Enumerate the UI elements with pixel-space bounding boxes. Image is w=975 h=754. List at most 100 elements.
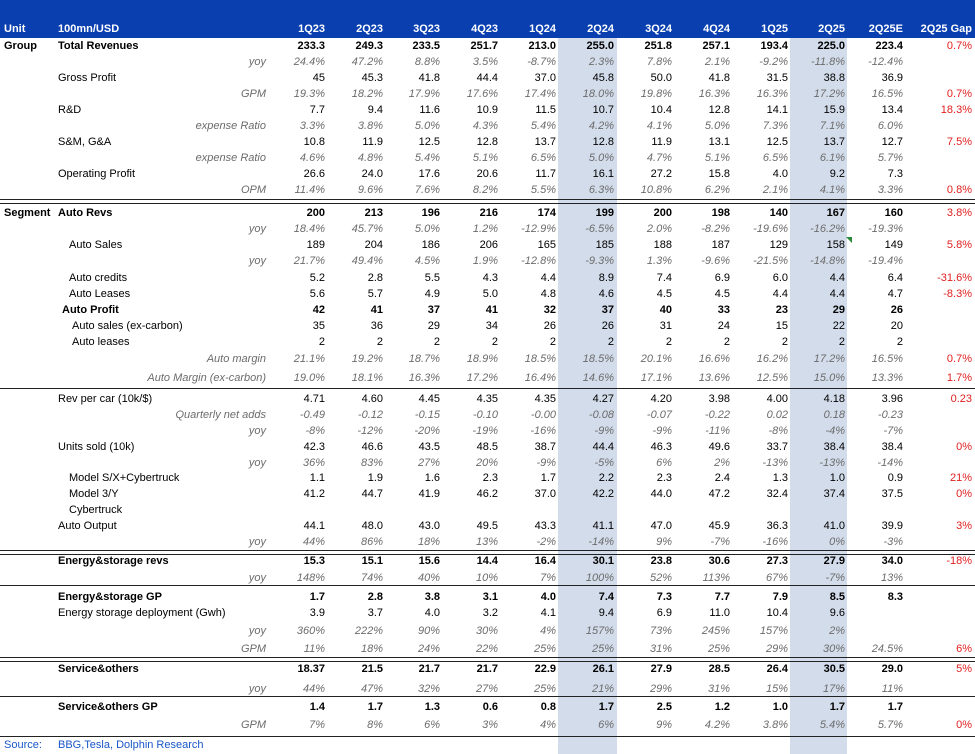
value-cell: 49.5 bbox=[476, 520, 498, 532]
value-cell: 9% bbox=[656, 536, 672, 548]
row-label: yoy bbox=[248, 425, 266, 437]
value-cell: 13.3% bbox=[871, 372, 903, 384]
value-cell: -5% bbox=[594, 457, 614, 469]
value-cell: -9.2% bbox=[759, 56, 788, 68]
value-cell: 7.3 bbox=[656, 591, 672, 603]
column-header: 2Q25 Gap bbox=[920, 23, 972, 35]
gap-cell bbox=[910, 423, 972, 439]
value-cell: 100% bbox=[585, 572, 614, 584]
value-cell: 1.0 bbox=[829, 472, 845, 484]
row-label: GPM bbox=[240, 643, 266, 655]
value-cell: 8% bbox=[367, 719, 383, 731]
value-cell: 1.0 bbox=[772, 701, 788, 713]
value-cell: 2.8 bbox=[367, 272, 383, 284]
value-cell: 4.9 bbox=[424, 288, 440, 300]
value-cell: -9% bbox=[594, 425, 614, 437]
value-cell: 4.6% bbox=[299, 152, 325, 164]
value-cell: 6.9 bbox=[656, 607, 672, 619]
value-cell: 43.5 bbox=[418, 441, 440, 453]
row-label: yoy bbox=[248, 56, 266, 68]
value-cell: 27.9 bbox=[823, 555, 845, 567]
value-cell: 31 bbox=[659, 320, 672, 332]
value-cell: -8% bbox=[305, 425, 325, 437]
value-cell: 149 bbox=[884, 239, 903, 251]
value-cell: 13.1 bbox=[708, 136, 730, 148]
value-cell: 37.5 bbox=[881, 488, 903, 500]
value-cell: 27.9 bbox=[650, 663, 672, 675]
value-cell: -11% bbox=[705, 425, 730, 437]
value-cell: 4.5% bbox=[414, 255, 440, 267]
value-cell: 9.6 bbox=[829, 607, 845, 619]
value-cell: 9.6% bbox=[357, 184, 383, 196]
value-cell: 86% bbox=[360, 536, 383, 548]
value-cell: -0.00 bbox=[530, 409, 556, 421]
value-cell: 20.1% bbox=[640, 353, 672, 365]
value-cell: 47.2% bbox=[351, 56, 383, 68]
value-cell: 129 bbox=[769, 239, 788, 251]
value-cell: 8.2% bbox=[472, 184, 498, 196]
value-cell: 37.4 bbox=[823, 488, 845, 500]
value-cell: 16.4% bbox=[524, 372, 556, 384]
value-cell: -12% bbox=[357, 425, 383, 437]
group-label: Segment bbox=[4, 207, 51, 219]
value-cell: 2 bbox=[781, 336, 788, 348]
value-cell: 4.00 bbox=[766, 393, 788, 405]
row-label: Auto margin bbox=[206, 353, 266, 365]
value-cell: 4.0 bbox=[772, 168, 788, 180]
value-cell: 24.4% bbox=[293, 56, 325, 68]
value-cell: -2% bbox=[536, 536, 556, 548]
value-cell: 10.8% bbox=[640, 184, 672, 196]
value-cell: 11.0 bbox=[709, 607, 730, 619]
value-cell: 7.4 bbox=[656, 272, 672, 284]
value-cell: -7% bbox=[825, 572, 845, 584]
value-cell: 4.3 bbox=[482, 272, 498, 284]
value-cell: 26 bbox=[890, 304, 903, 316]
value-cell: 4.1 bbox=[540, 607, 556, 619]
value-cell: 25% bbox=[533, 683, 556, 695]
value-cell: 4.60 bbox=[361, 393, 383, 405]
value-cell: 9.4 bbox=[367, 104, 383, 116]
value-cell: 20.6 bbox=[476, 168, 498, 180]
row-label: yoy bbox=[248, 572, 266, 584]
value-cell: 27% bbox=[475, 683, 498, 695]
value-cell: 3.8 bbox=[424, 591, 440, 603]
value-cell: 18.7% bbox=[408, 353, 440, 365]
value-cell: 6.1% bbox=[819, 152, 845, 164]
value-cell: 42 bbox=[312, 304, 325, 316]
value-cell bbox=[612, 502, 672, 518]
value-cell: 30.6 bbox=[708, 555, 730, 567]
gap-cell: -8.3% bbox=[943, 288, 972, 300]
value-cell: 15.6 bbox=[418, 555, 440, 567]
value-cell: 18.9% bbox=[466, 353, 498, 365]
value-cell: -16.2% bbox=[810, 223, 845, 235]
value-cell: 157% bbox=[759, 625, 788, 637]
value-cell: 255.0 bbox=[586, 40, 614, 52]
gap-cell: -31.6% bbox=[937, 272, 972, 284]
value-cell: 7.3% bbox=[762, 120, 788, 132]
value-cell: 1.7 bbox=[367, 701, 383, 713]
value-cell: 3.98 bbox=[708, 393, 730, 405]
value-cell: 45.3 bbox=[361, 72, 383, 84]
value-cell: 19.3% bbox=[293, 88, 325, 100]
section-divider bbox=[0, 585, 975, 586]
value-cell: 3.7 bbox=[367, 607, 383, 619]
value-cell: 10% bbox=[475, 572, 498, 584]
value-cell: -20% bbox=[414, 425, 440, 437]
value-cell: 40% bbox=[417, 572, 440, 584]
value-cell: 17.2% bbox=[813, 353, 845, 365]
value-cell: 222% bbox=[354, 625, 383, 637]
gap-cell: 5.8% bbox=[946, 239, 972, 251]
value-cell: 4.71 bbox=[303, 393, 325, 405]
value-cell: 21.7 bbox=[418, 663, 440, 675]
value-cell: 37.0 bbox=[534, 72, 556, 84]
gap-cell bbox=[910, 221, 972, 237]
value-cell bbox=[843, 605, 903, 621]
value-cell: 19.2% bbox=[351, 353, 383, 365]
row-label: GPM bbox=[240, 88, 266, 100]
value-cell: 15% bbox=[765, 683, 788, 695]
value-cell: 2 bbox=[376, 336, 383, 348]
value-cell: 233.5 bbox=[412, 40, 440, 52]
value-cell bbox=[728, 502, 788, 518]
gap-cell bbox=[910, 502, 972, 518]
value-cell: 187 bbox=[711, 239, 730, 251]
